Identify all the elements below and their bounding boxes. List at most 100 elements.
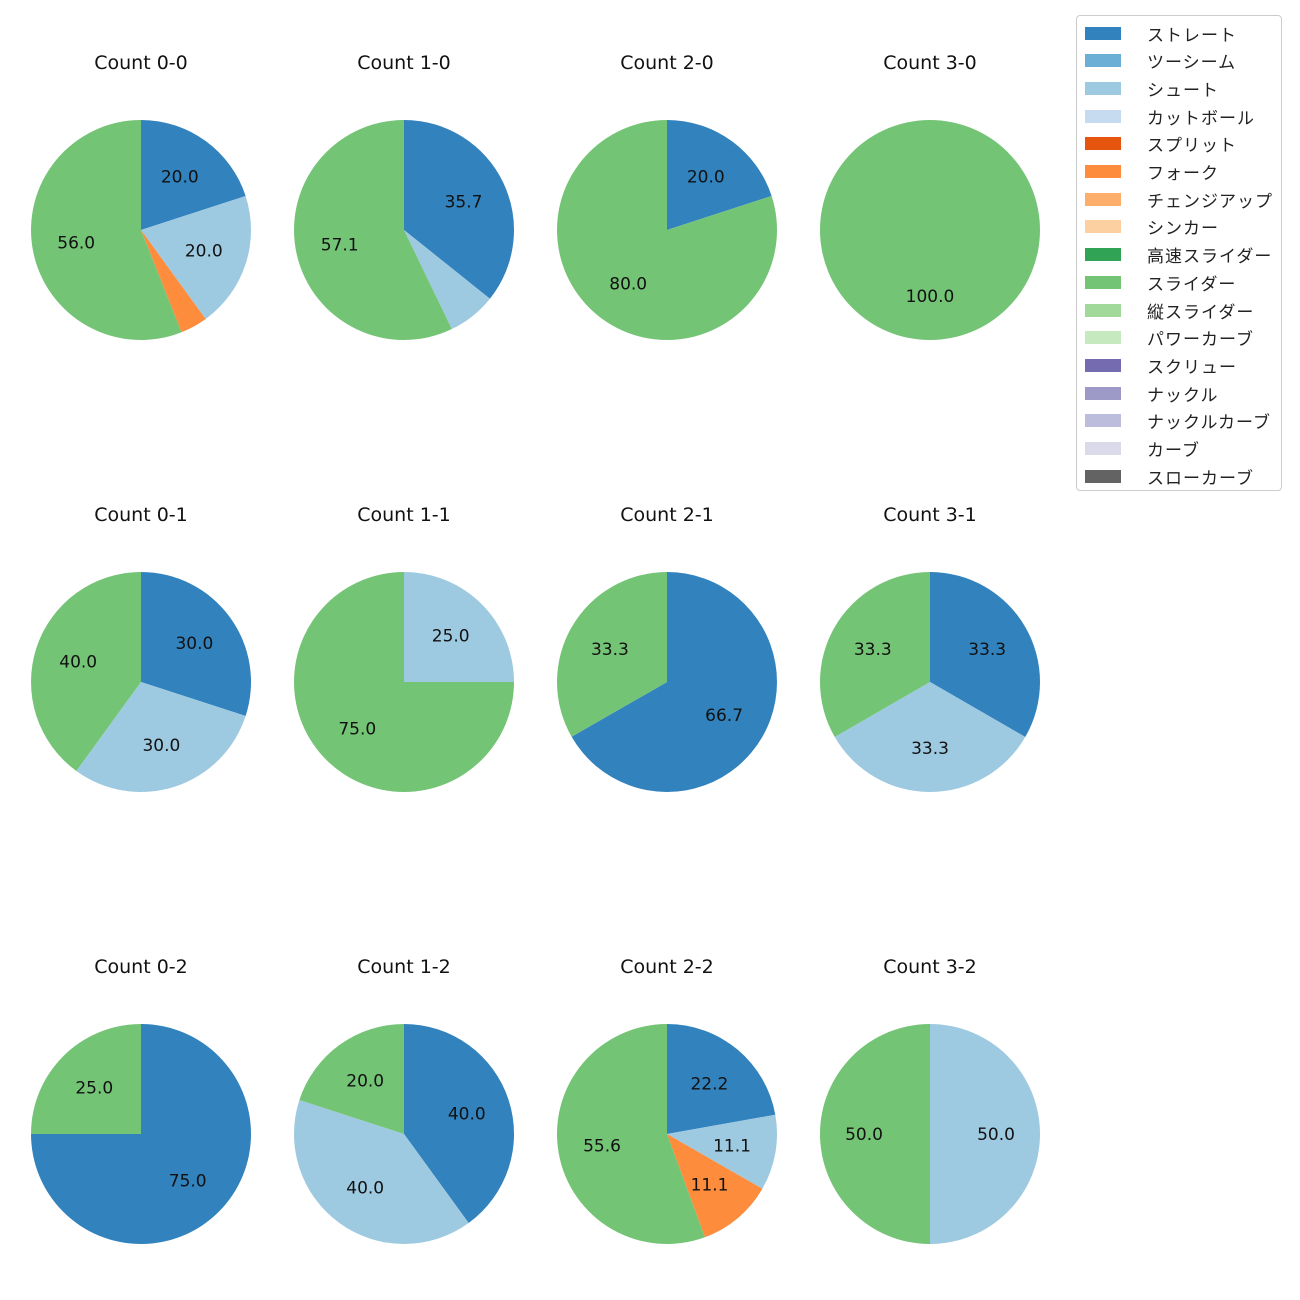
pie-slice — [404, 230, 490, 330]
legend-label: シュート — [1147, 80, 1219, 101]
legend-label: ナックルカーブ — [1147, 413, 1271, 434]
pie-chart: Count 2-1 66.7 33.3 — [556, 504, 777, 792]
legend-label: 高速スライダー — [1147, 247, 1273, 268]
pie-chart: Count 1-0 35.7 57.1 — [293, 52, 515, 340]
legend-swatch — [1085, 331, 1121, 345]
pie-title: Count 2-2 — [620, 956, 714, 978]
legend-label: パワーカーブ — [1147, 330, 1254, 351]
pie-data-label: 30.0 — [142, 736, 180, 756]
pie-chart: Count 0-1 30.0 30.0 40.0 — [30, 504, 252, 793]
pie-slice — [834, 682, 1026, 792]
pie-chart: Count 3-0 100.0 — [820, 52, 1040, 340]
legend-swatch — [1085, 220, 1121, 234]
legend-item: シンカー — [1085, 216, 1219, 240]
pie-data-label: 25.0 — [75, 1078, 113, 1098]
pie-slice — [930, 572, 1040, 737]
legend-item: 高速スライダー — [1085, 244, 1273, 268]
pie-chart: Count 2-0 20.0 80.0 — [557, 52, 778, 340]
pie-data-label: 11.1 — [691, 1176, 729, 1196]
pie-slice — [404, 120, 515, 299]
legend-label: シンカー — [1147, 219, 1219, 240]
legend-item: 縦スライダー — [1085, 299, 1254, 323]
pie-title: Count 3-0 — [883, 52, 977, 74]
pie-data-label: 40.0 — [346, 1178, 384, 1198]
legend-item: ストレート — [1085, 22, 1237, 46]
legend-swatch — [1085, 109, 1121, 123]
legend-swatch — [1085, 165, 1121, 178]
legend-swatch — [1085, 386, 1121, 400]
pie-slice — [930, 1024, 1040, 1244]
legend-swatch — [1085, 81, 1121, 95]
pie-data-label: 57.1 — [321, 236, 359, 256]
pie-data-label: 33.3 — [968, 640, 1006, 660]
legend-swatch — [1085, 26, 1121, 40]
pie-slice — [556, 572, 667, 737]
pie-slice — [141, 572, 252, 716]
legend-label: チェンジアップ — [1147, 191, 1273, 212]
legend-item: カーブ — [1085, 438, 1200, 461]
legend-label: スクリュー — [1147, 357, 1237, 378]
pie-data-label: 50.0 — [845, 1125, 883, 1145]
pie-data-label: 40.0 — [59, 653, 97, 673]
pie-slice — [667, 1134, 763, 1238]
pie-data-label: 35.7 — [445, 192, 483, 212]
pie-chart: Count 3-2 50.0 50.0 — [820, 956, 1040, 1244]
pie-slice — [667, 1024, 776, 1134]
pie-chart: Count 1-1 25.0 75.0 — [294, 504, 514, 792]
legend-swatch — [1085, 469, 1121, 483]
pie-title: Count 0-2 — [94, 956, 188, 978]
pie-slice — [293, 120, 452, 340]
pie-slice — [557, 120, 778, 340]
pie-data-label: 20.0 — [185, 241, 223, 261]
legend-label: スライダー — [1147, 274, 1237, 295]
legend-swatch — [1085, 137, 1121, 151]
pie-data-label: 30.0 — [175, 634, 213, 654]
pie-data-label: 55.6 — [583, 1137, 621, 1157]
pie-slice — [404, 572, 514, 682]
legend: ストレート ツーシーム シュート カットボール スプリット フォーク チェンジアップ シンカー… — [1076, 15, 1282, 491]
legend-item: カットボール — [1085, 105, 1255, 129]
legend-item: シュート — [1085, 77, 1219, 101]
legend-item: ツーシーム — [1085, 50, 1236, 73]
legend-swatch — [1085, 248, 1121, 262]
pie-slice — [141, 120, 246, 230]
pie-title: Count 2-1 — [620, 504, 714, 526]
pie-title: Count 1-0 — [357, 52, 451, 74]
legend-label: フォーク — [1147, 164, 1219, 184]
legend-item: スライダー — [1085, 271, 1237, 295]
pie-data-label: 11.1 — [713, 1136, 751, 1156]
pie-slice — [141, 196, 252, 319]
pie-title: Count 0-1 — [94, 504, 188, 526]
pie-title: Count 3-2 — [883, 956, 977, 978]
legend-label: カーブ — [1147, 441, 1200, 461]
pie-slice — [820, 1024, 930, 1244]
pie-chart: Count 0-0 20.0 20.0 56.0 — [31, 52, 252, 340]
pie-slice — [141, 230, 206, 333]
pie-chart: Count 2-2 22.2 11.1 11.1 55.6 — [556, 956, 777, 1244]
pie-slice — [294, 572, 514, 792]
pie-title: Count 2-0 — [620, 52, 714, 74]
legend-item: スクリュー — [1085, 354, 1237, 378]
pie-title: Count 3-1 — [883, 504, 977, 526]
legend-swatch — [1085, 303, 1121, 317]
legend-swatch — [1085, 358, 1121, 372]
pie-data-label: 33.3 — [911, 739, 949, 759]
legend-label: ストレート — [1147, 25, 1237, 46]
pie-slice — [30, 572, 141, 771]
pie-data-label: 40.0 — [448, 1105, 486, 1125]
pie-data-label: 20.0 — [346, 1072, 384, 1092]
pie-slice — [293, 1100, 469, 1245]
pie-data-label: 100.0 — [906, 287, 955, 307]
pie-slice — [820, 120, 1040, 340]
pie-data-label: 75.0 — [338, 720, 376, 740]
pie-slice — [820, 572, 930, 737]
legend-label: ナックル — [1147, 385, 1219, 406]
pie-slice — [571, 572, 777, 792]
legend-swatch — [1085, 442, 1121, 455]
pie-data-label: 20.0 — [687, 168, 725, 188]
pie-title: Count 1-2 — [357, 956, 451, 978]
pie-data-label: 20.0 — [161, 168, 199, 188]
legend-swatch — [1085, 54, 1121, 68]
pie-data-label: 33.3 — [591, 640, 629, 660]
